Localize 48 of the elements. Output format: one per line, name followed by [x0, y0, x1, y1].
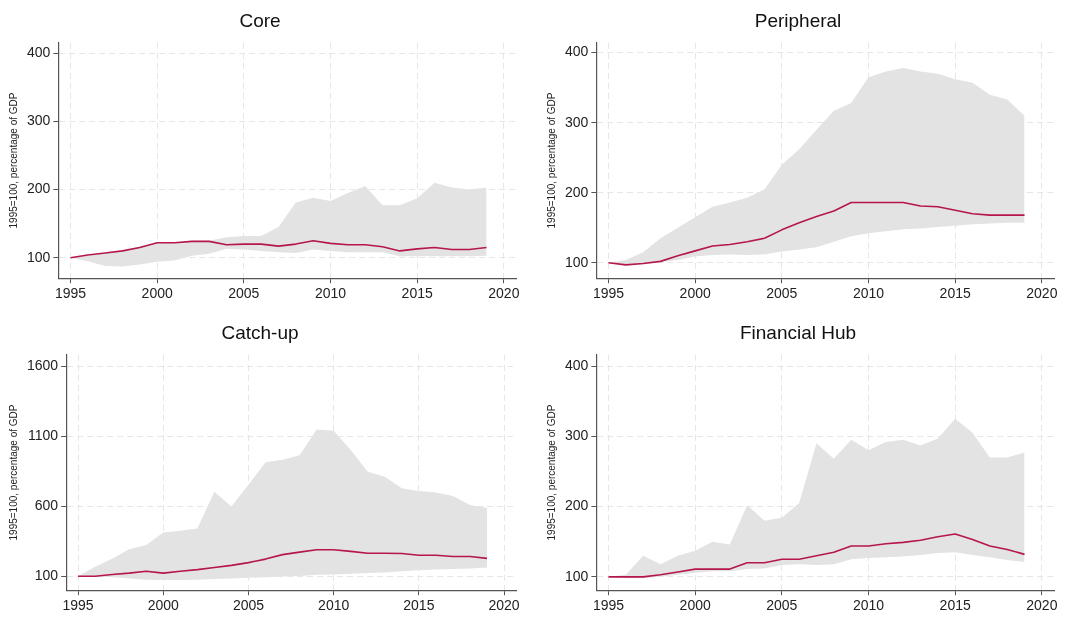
- x-tick-label: 2010: [314, 285, 347, 302]
- x-tick-label: 2020: [1026, 285, 1058, 302]
- x-tick-label: 2000: [679, 597, 711, 614]
- x-tick-label: 2000: [679, 285, 711, 302]
- y-axis-title: 1995=100, percentage of GDP: [7, 404, 19, 541]
- x-tick-label: 2010: [852, 597, 885, 614]
- x-tick-label: 2015: [939, 597, 971, 614]
- y-tick-label: 400: [27, 43, 51, 60]
- x-tick-label: 2015: [403, 597, 435, 614]
- x-tick-label: 2000: [141, 285, 173, 302]
- x-tick-label: 2005: [766, 285, 798, 302]
- chart-title: Catch-up: [221, 321, 299, 343]
- y-tick-label: 600: [34, 496, 59, 513]
- x-tick-label: 2005: [228, 285, 260, 302]
- x-tick-label: 2015: [401, 285, 433, 302]
- x-tick-label: 2020: [488, 597, 520, 614]
- y-tick-label: 200: [565, 183, 589, 200]
- y-tick-label: 100: [565, 567, 589, 584]
- x-tick-label: 2010: [852, 285, 885, 302]
- y-axis-title: 1995=100, percentage of GDP: [7, 92, 19, 229]
- x-tick-label: 2020: [1026, 597, 1058, 614]
- y-tick-label: 100: [34, 567, 59, 584]
- x-tick-label: 1995: [62, 597, 94, 614]
- y-tick-label: 400: [565, 43, 589, 60]
- y-tick-label: 200: [565, 497, 589, 514]
- y-axis-title: 1995=100, percentage of GDP: [545, 92, 557, 229]
- y-tick-label: 1100: [28, 426, 59, 443]
- x-tick-label: 2000: [147, 597, 180, 614]
- x-tick-label: 2010: [318, 597, 350, 614]
- chart-title: Peripheral: [754, 9, 842, 31]
- x-tick-label: 2020: [488, 285, 520, 302]
- y-tick-label: 100: [27, 248, 51, 265]
- y-tick-label: 300: [565, 113, 589, 130]
- y-tick-label: 1600: [26, 356, 59, 373]
- y-tick-label: 400: [565, 356, 589, 373]
- y-tick-label: 300: [565, 427, 589, 444]
- x-tick-label: 2005: [766, 597, 798, 614]
- x-tick-label: 1995: [592, 597, 625, 614]
- y-tick-label: 300: [27, 112, 51, 129]
- x-tick-label: 1995: [592, 285, 625, 302]
- chart-title: Core: [239, 9, 281, 31]
- x-tick-label: 2005: [232, 597, 265, 614]
- x-tick-label: 1995: [54, 285, 87, 302]
- y-tick-label: 100: [565, 253, 589, 270]
- y-axis-title: 1995=100, percentage of GDP: [545, 404, 557, 541]
- chart-title: Financial Hub: [739, 321, 857, 343]
- y-tick-label: 200: [27, 180, 51, 197]
- x-tick-label: 2015: [939, 285, 971, 302]
